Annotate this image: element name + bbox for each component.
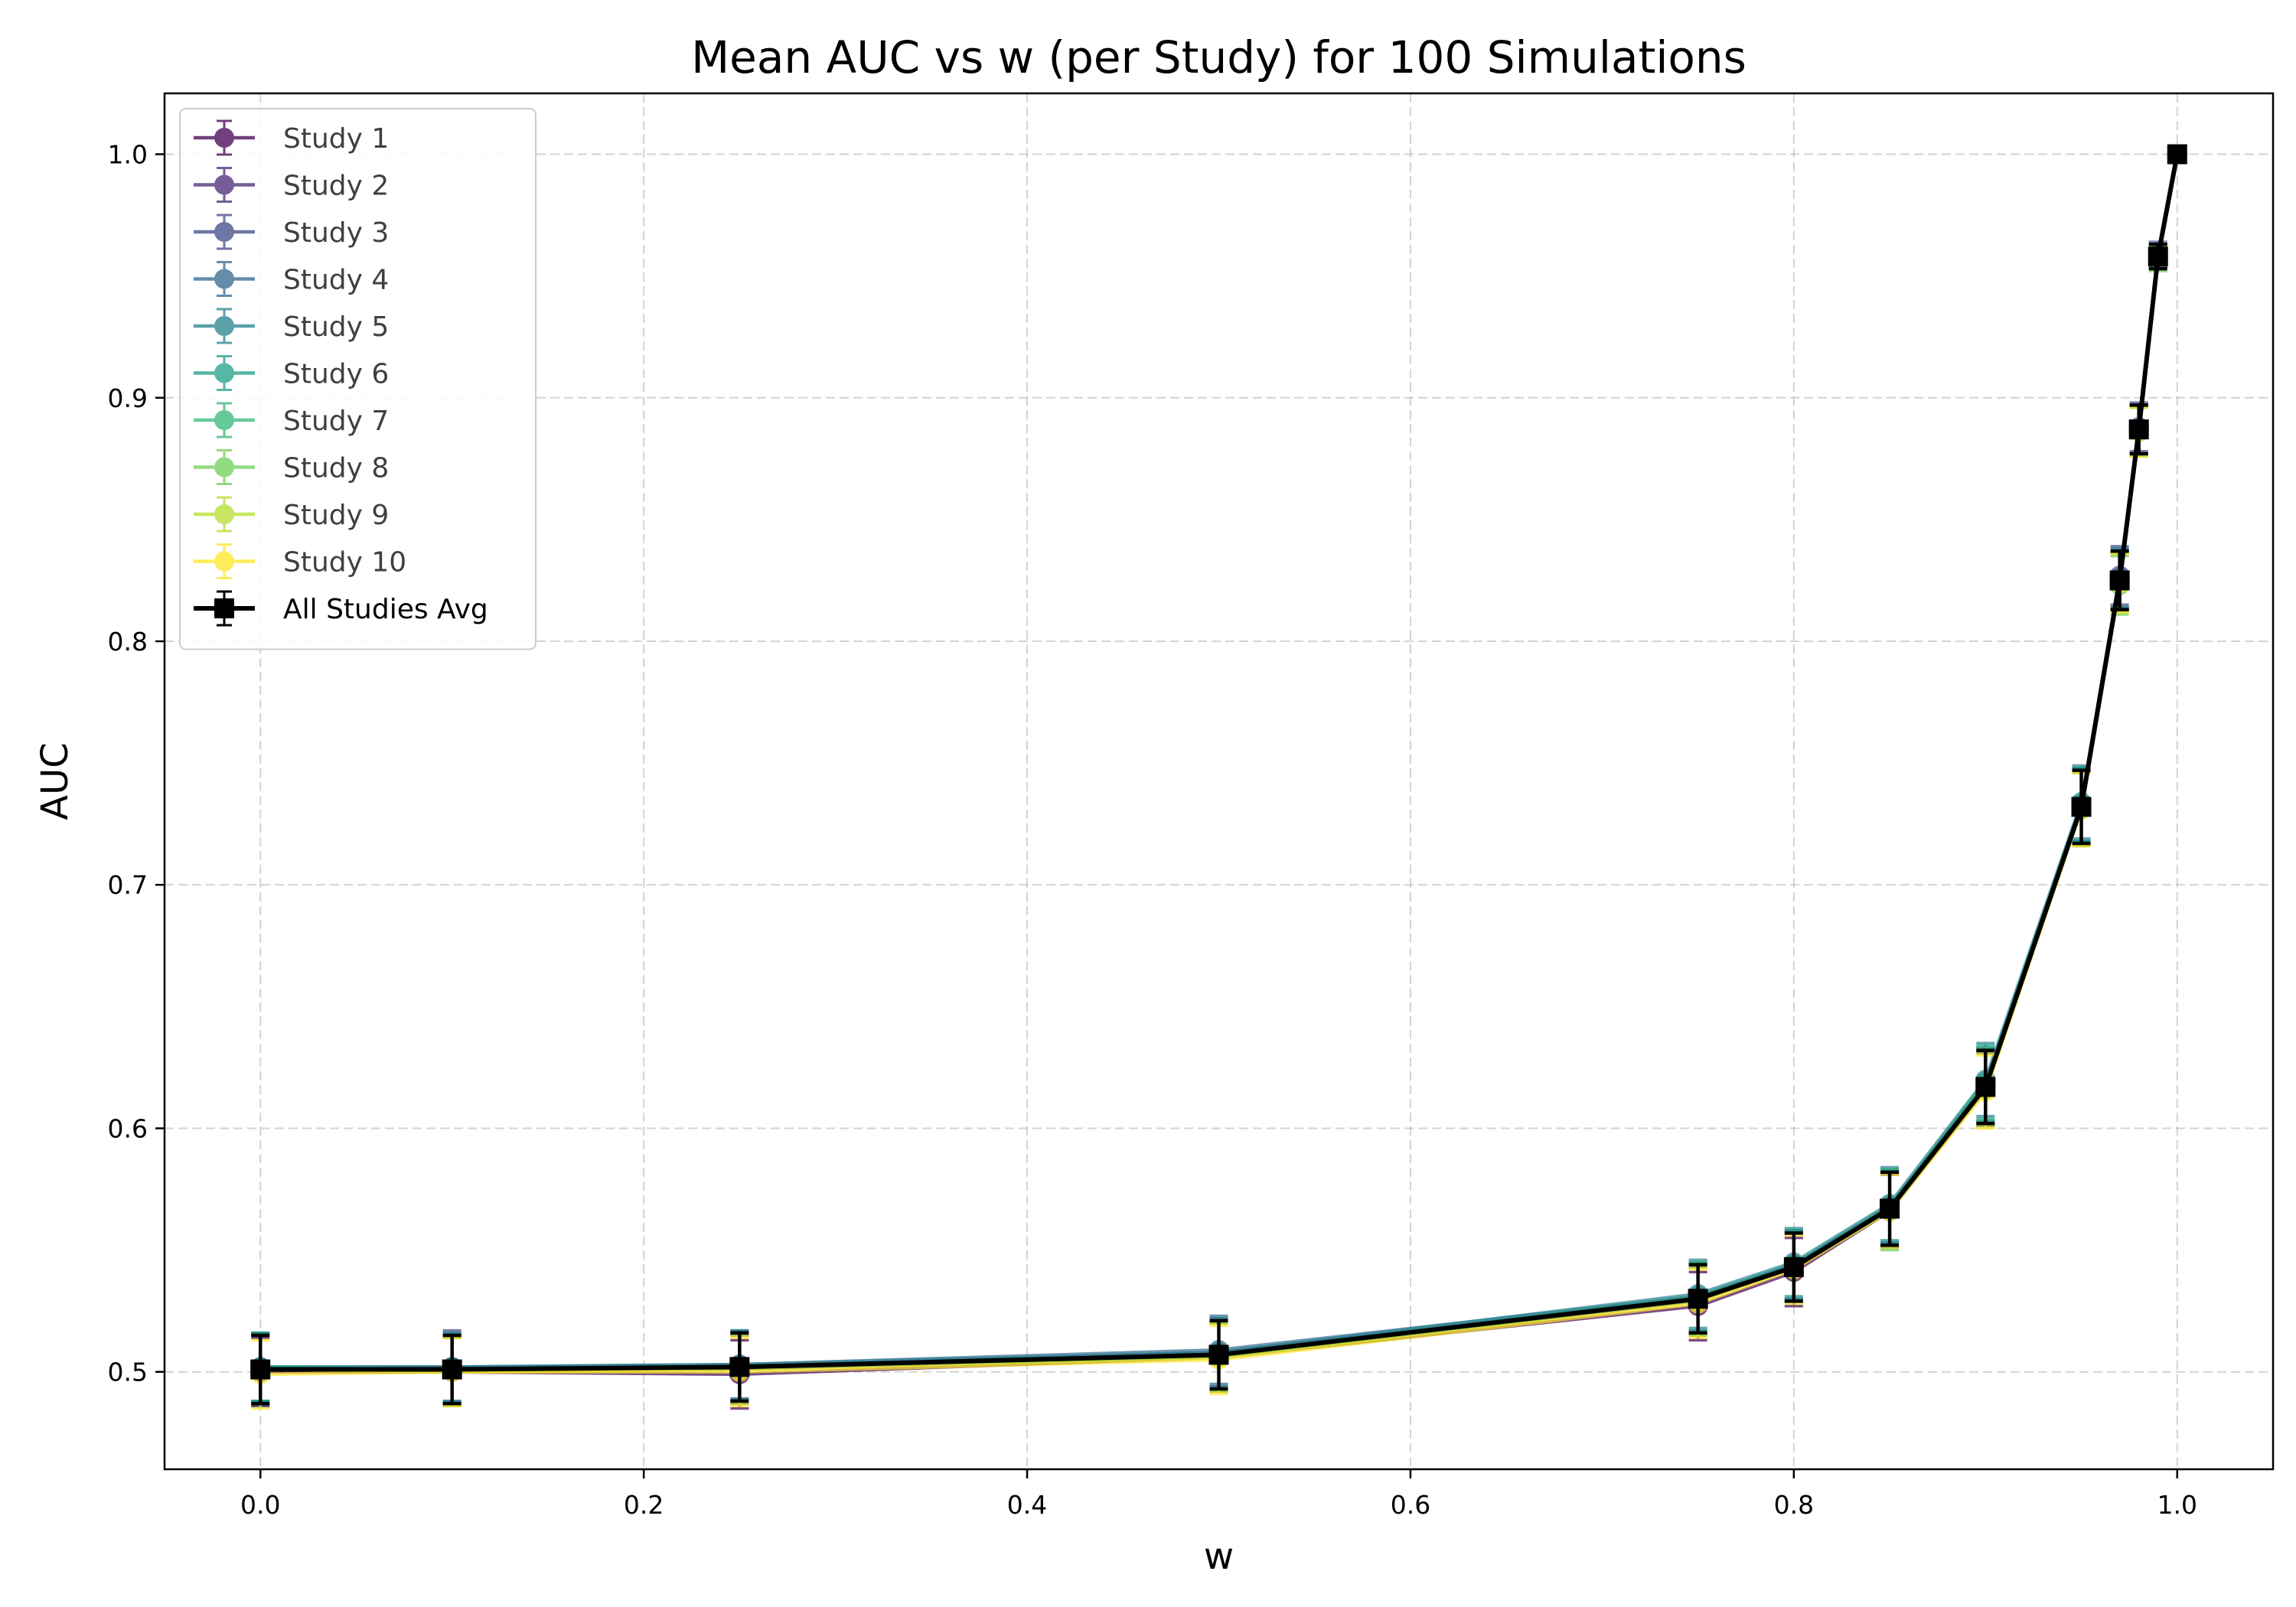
series-study-10 [250, 144, 2187, 1410]
data-point-square [729, 1357, 750, 1377]
error-bars [251, 243, 2167, 1405]
x-axis-label: w [1204, 1535, 1234, 1578]
ticks-layer: 0.0 0.2 0.4 0.6 0.8 1.0 0.5 0.6 0.7 0.8 0.9 1.0 [108, 140, 2197, 1520]
series-layer [250, 144, 2187, 1410]
data-point-square [2167, 144, 2187, 165]
legend-item: Study 10 [194, 543, 406, 579]
x-tick-label: 0.4 [1007, 1490, 1047, 1520]
legend-marker [214, 128, 234, 148]
data-point-square [2128, 419, 2149, 440]
data-point-square [1208, 1345, 1229, 1365]
x-tick-label: 0.0 [240, 1490, 280, 1520]
legend-marker [214, 363, 234, 383]
x-tick-label: 1.0 [2157, 1490, 2197, 1520]
legend-label: Study 5 [283, 311, 389, 343]
error-bars [251, 245, 2167, 1405]
legend-label: Study 1 [283, 123, 389, 155]
y-tick-label: 0.7 [108, 870, 148, 900]
legend: Study 1 Study 2 Study 3 Study 4 Study 5 Study… [179, 108, 536, 650]
y-tick-label: 0.5 [108, 1358, 148, 1387]
legend-item: Study 9 [194, 496, 389, 533]
legend-item: Study 6 [194, 355, 389, 391]
legend-marker [214, 174, 234, 195]
y-tick-label: 1.0 [108, 140, 148, 170]
legend-item: All Studies Avg [194, 590, 488, 627]
legend-label: Study 7 [283, 406, 389, 437]
data-point-square [442, 1359, 462, 1380]
legend-marker [214, 222, 234, 242]
series-all-studies-avg [250, 144, 2187, 1406]
data-point-square [250, 1359, 271, 1380]
error-bars [251, 243, 2167, 1406]
legend-marker [214, 504, 234, 524]
legend-marker-square [214, 598, 234, 618]
legend-marker [214, 551, 234, 572]
legend-item: Study 4 [194, 261, 389, 297]
y-tick-label: 0.8 [108, 627, 148, 657]
legend-marker [214, 410, 234, 430]
data-point-square [1688, 1289, 1708, 1309]
legend-label: Study 6 [283, 359, 389, 390]
legend-marker [214, 269, 234, 289]
x-tick-label: 0.2 [624, 1490, 664, 1520]
error-bars [251, 243, 2167, 1403]
legend-label: Study 10 [283, 547, 406, 579]
data-point-square [2071, 797, 2092, 817]
y-tick-label: 0.6 [108, 1113, 148, 1143]
data-point-square [2148, 246, 2168, 267]
legend-item: Study 3 [194, 214, 389, 250]
error-bars [251, 243, 2167, 1405]
error-bars [251, 243, 2167, 1410]
y-tick-label: 0.9 [108, 383, 148, 413]
error-bars [251, 243, 2167, 1403]
x-tick-label: 0.6 [1391, 1490, 1430, 1520]
plot-frame [163, 92, 2275, 1471]
data-point-square [1880, 1198, 1900, 1219]
legend-label: Study 4 [283, 265, 389, 296]
error-bars [251, 243, 2167, 1410]
legend-marker [214, 457, 234, 478]
legend-label: Study 9 [283, 500, 389, 531]
error-bars [251, 240, 2167, 1408]
error-bars [251, 243, 2167, 1408]
legend-item: Study 5 [194, 308, 389, 344]
data-point-square [1975, 1077, 1996, 1097]
data-point-square [1783, 1257, 1804, 1277]
error-bars [251, 243, 2167, 1405]
y-axis-label: AUC [34, 742, 77, 820]
legend-label: Study 3 [283, 217, 389, 249]
legend-marker [214, 316, 234, 336]
legend-label: Study 2 [283, 171, 389, 202]
legend-item: Study 1 [194, 119, 389, 156]
legend-label: All Studies Avg [283, 594, 488, 625]
x-tick-label: 0.8 [1774, 1490, 1814, 1520]
legend-item: Study 7 [194, 402, 389, 438]
chart-title: Mean AUC vs w (per Study) for 100 Simula… [691, 31, 1746, 83]
legend-label: Study 8 [283, 453, 389, 484]
series-study-1 [250, 144, 2187, 1410]
legend-box [179, 108, 536, 650]
data-point-square [2109, 570, 2130, 591]
legend-item: Study 8 [194, 449, 389, 485]
legend-item: Study 2 [194, 167, 389, 203]
